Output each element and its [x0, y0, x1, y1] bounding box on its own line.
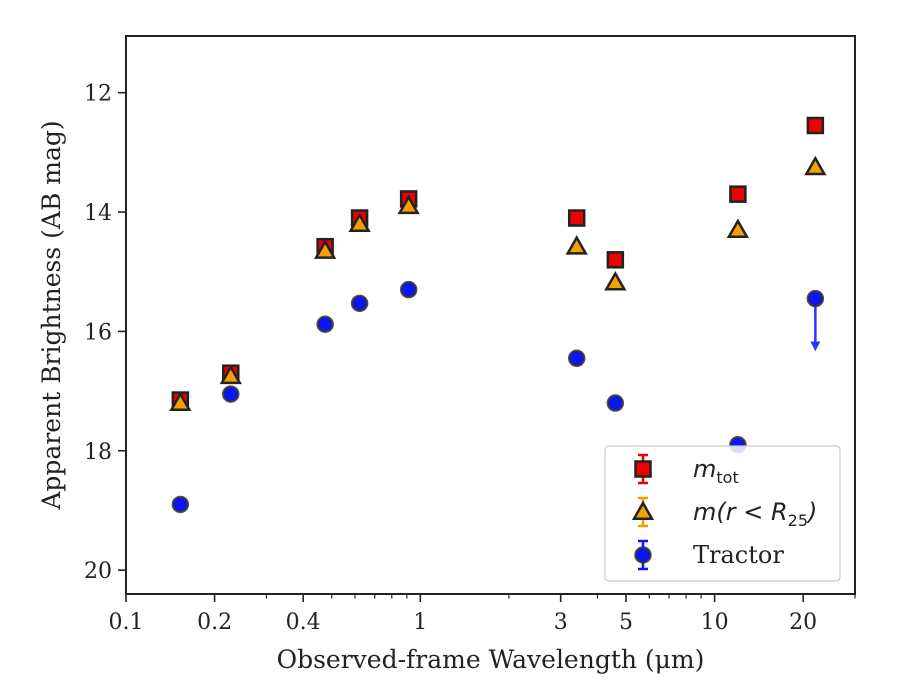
x-tick-label: 1: [413, 610, 427, 635]
series-square: [171, 116, 825, 409]
data-point-circle: [171, 495, 190, 514]
data-point-circle: [222, 385, 240, 403]
data-point-square: [806, 116, 825, 135]
x-tick-label: 10: [701, 610, 729, 635]
data-point-triangle: [804, 155, 827, 176]
x-tick-label: 0.2: [197, 610, 232, 635]
data-point-circle: [567, 349, 586, 368]
legend-marker-circle: [634, 546, 652, 564]
data-point-square: [729, 185, 747, 203]
legend-label: m(r < R25): [693, 498, 817, 530]
data-point-circle: [350, 294, 369, 313]
data-point-circle: [606, 394, 625, 412]
data-layer: [169, 116, 827, 514]
x-axis-title: Observed-frame Wavelength (μm): [277, 645, 705, 674]
legend-marker-square: [634, 460, 652, 478]
data-point-triangle: [397, 194, 420, 215]
data-point-square: [567, 209, 586, 227]
data-point-triangle: [169, 391, 192, 412]
data-point-triangle: [313, 239, 337, 259]
data-point-circle: [399, 280, 418, 299]
legend: mtot m(r < R25) Tractor: [604, 445, 841, 582]
data-point-circle: [806, 289, 825, 308]
data-point-triangle: [348, 212, 371, 232]
y-tick-label: 16: [84, 320, 112, 345]
series-circle: [171, 280, 825, 514]
y-tick-label: 20: [84, 559, 112, 584]
data-point-triangle: [726, 218, 750, 238]
legend-label-base: m(r < R: [693, 498, 788, 526]
y-tick-label: 14: [84, 201, 112, 226]
data-point-triangle: [565, 235, 588, 255]
axes-layer: 0.1 0.2 0.4 1 3 5 10 20 12 14 16 18 20: [84, 35, 856, 635]
y-axis-title: Apparent Brightness (AB mag): [37, 120, 66, 510]
y-tick-label: 18: [84, 440, 112, 465]
legend-marker-triangle: [631, 500, 655, 520]
series-triangle: [169, 155, 827, 412]
data-point-circle: [316, 315, 334, 334]
legend-label-base: m: [693, 455, 716, 483]
plot-frame: [125, 35, 856, 595]
y-tick-label: 12: [84, 82, 112, 107]
data-point-triangle: [604, 270, 627, 291]
x-tick-label: 5: [619, 610, 633, 635]
x-tick-label: 0.1: [109, 610, 144, 635]
legend-box: [604, 445, 841, 582]
x-tick-label: 0.4: [286, 610, 321, 635]
data-point-square: [606, 251, 625, 269]
x-tick-label: 3: [554, 610, 568, 635]
legend-label-tail: ): [806, 498, 817, 526]
data-point-triangle: [219, 364, 242, 385]
legend-label-sub: 25: [788, 511, 808, 530]
legend-label: Tractor: [693, 541, 784, 569]
legend-label-sub: tot: [716, 468, 738, 487]
legend-label: mtot: [693, 455, 739, 487]
x-tick-label: 20: [789, 610, 817, 635]
